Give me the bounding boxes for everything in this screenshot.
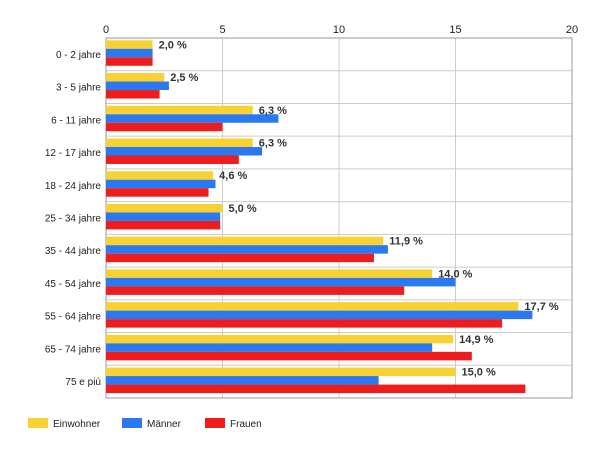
bar-männer [106,245,388,254]
category-label: 45 - 54 jahre [45,279,102,290]
bar-frauen [106,188,209,197]
bar-frauen [106,90,160,99]
bar-frauen [106,220,221,230]
data-label: 6,3 % [259,137,287,149]
x-tick-label: 10 [333,24,345,36]
bar-frauen [106,384,526,394]
bar-einwohner [106,334,454,344]
bar-männer [106,48,153,58]
bar-einwohner [106,171,214,180]
bar-frauen [106,155,239,164]
bar-einwohner [106,73,165,82]
data-label: 11,9 % [389,236,423,248]
category-label: 3 - 5 jahre [56,83,101,94]
bar-einwohner [106,302,519,311]
bar-männer [106,310,533,320]
category-label: 55 - 64 jahre [45,312,102,323]
bar-frauen [106,122,223,132]
data-label: 15,0 % [462,367,496,379]
legend-swatch-einwohner [28,418,48,428]
category-label: 6 - 11 jahre [51,115,101,126]
category-label: 75 e più [65,377,101,388]
data-label: 17,7 % [524,301,558,313]
bar-einwohner [106,367,456,377]
data-label: 14,9 % [459,334,493,346]
bar-männer [106,114,279,123]
bar-einwohner [106,236,384,246]
bar-einwohner [106,269,433,278]
bar-einwohner [106,105,253,115]
data-label: 6,3 % [259,105,287,117]
data-label: 5,0 % [229,203,257,215]
category-label: 0 - 2 jahre [56,50,101,61]
data-label: 4,6 % [219,170,247,182]
bar-frauen [106,253,374,263]
category-label: 18 - 24 jahre [45,181,102,192]
bar-einwohner [106,138,253,147]
bar-frauen [106,351,472,361]
bar-einwohner [106,40,153,49]
data-label: 2,0 % [159,39,187,51]
category-label: 25 - 34 jahre [45,214,102,225]
x-tick-label: 0 [103,24,109,36]
category-label: 35 - 44 jahre [45,246,102,257]
bar-frauen [106,319,503,328]
bar-männer [106,179,216,189]
legend-label: Frauen [230,419,262,430]
bar-einwohner [106,203,223,213]
legend-label: Einwohner [53,419,101,430]
bar-männer [106,376,379,385]
category-label: 65 - 74 jahre [45,344,102,355]
bar-frauen [106,286,405,295]
bar-männer [106,81,169,91]
category-label: 12 - 17 jahre [45,148,102,159]
x-tick-label: 20 [566,24,578,36]
data-label: 14,0 % [438,268,472,280]
bar-männer [106,343,433,352]
x-tick-label: 15 [449,24,461,36]
data-label: 2,5 % [170,72,198,84]
bar-männer [106,277,456,287]
bar-frauen [106,57,153,66]
legend-label: Männer [147,419,182,430]
bar-männer [106,212,221,221]
bar-männer [106,146,263,156]
x-tick-label: 5 [219,24,225,36]
legend-swatch-männer [122,418,142,428]
legend-swatch-frauen [205,418,225,428]
